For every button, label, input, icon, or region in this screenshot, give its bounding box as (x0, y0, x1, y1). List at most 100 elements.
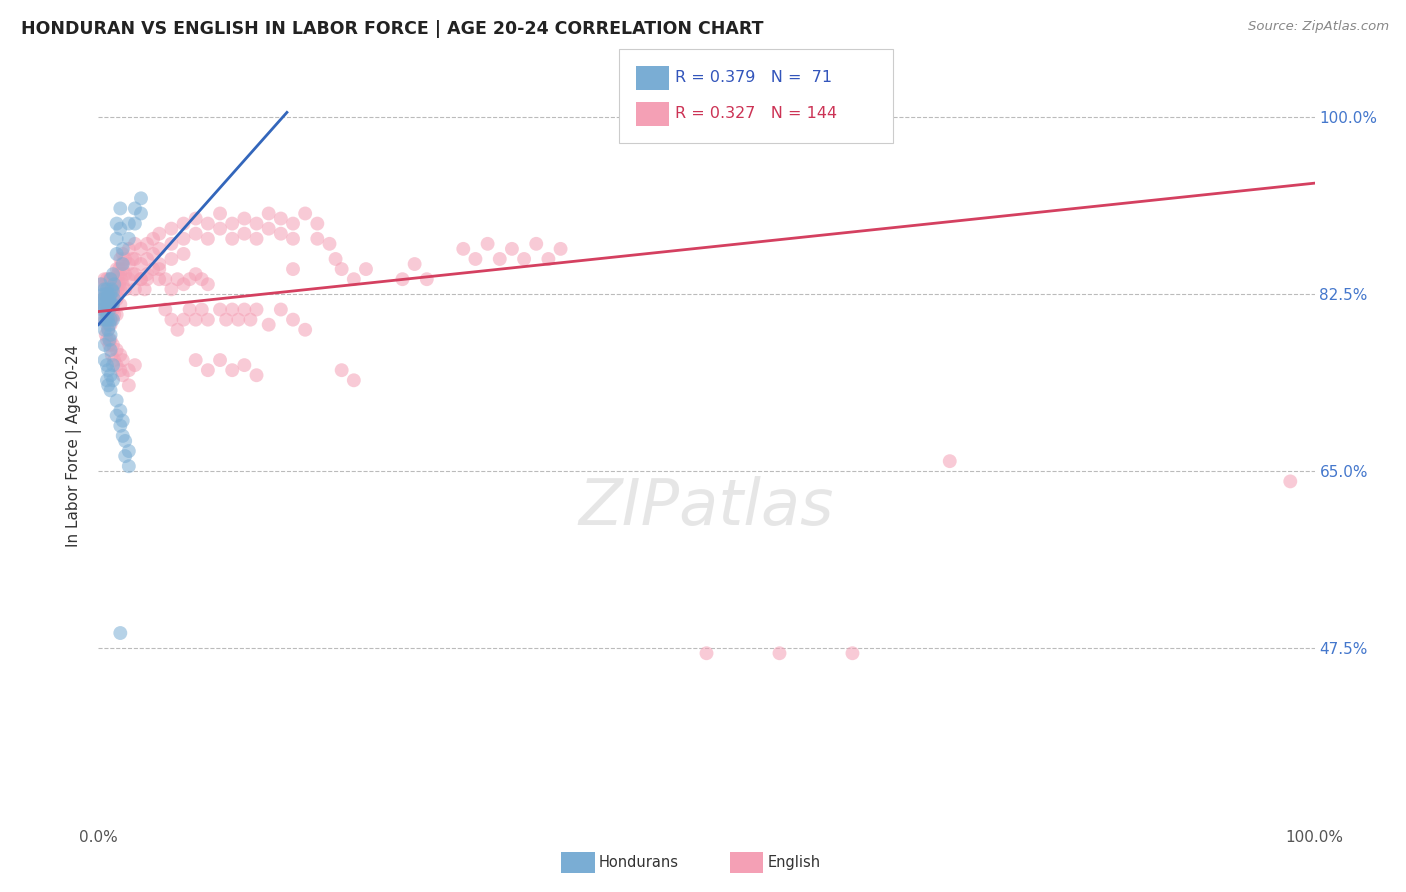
Point (221, 302, 243, 317)
Point (91, 293, 114, 307)
Point (101, 293, 124, 307)
Point (270, 302, 292, 317)
Point (226, 312, 249, 326)
Point (142, 232, 165, 246)
Point (100, 297, 122, 311)
Point (93, 353, 115, 368)
Point (197, 232, 219, 246)
Point (94, 287, 117, 301)
Point (118, 459, 141, 474)
Point (111, 414, 134, 428)
Point (233, 302, 256, 317)
Point (110, 626, 132, 640)
Point (91, 277, 114, 292)
Point (100, 318, 122, 332)
Point (93, 338, 115, 352)
Point (110, 282, 132, 296)
Point (100, 272, 122, 286)
Point (96, 358, 118, 372)
Point (129, 272, 152, 286)
Point (160, 221, 183, 235)
Point (294, 206, 316, 220)
Point (98, 302, 121, 317)
Text: English: English (768, 855, 821, 870)
Point (129, 272, 152, 286)
Point (209, 302, 232, 317)
Point (307, 217, 329, 231)
Point (100, 272, 122, 286)
Point (97, 287, 120, 301)
Point (110, 257, 132, 271)
Point (98, 333, 121, 347)
Point (118, 378, 141, 392)
Point (768, 646, 790, 660)
Point (197, 312, 219, 326)
Point (96, 373, 118, 387)
Point (221, 217, 243, 231)
Point (93, 312, 115, 326)
Point (110, 202, 132, 216)
Point (245, 368, 267, 383)
Point (91, 287, 114, 301)
Point (110, 363, 132, 377)
Point (142, 262, 165, 277)
Point (110, 252, 132, 266)
Point (101, 285, 124, 299)
Point (166, 323, 188, 337)
Point (221, 232, 243, 246)
Point (94, 277, 117, 292)
Point (101, 373, 124, 387)
Point (93, 293, 115, 307)
Point (97, 312, 120, 326)
Point (173, 247, 195, 261)
Point (101, 297, 124, 311)
Point (100, 327, 122, 342)
Point (98, 293, 121, 307)
Point (105, 409, 128, 423)
Point (101, 348, 124, 362)
Point (550, 242, 572, 256)
Point (281, 217, 304, 231)
Point (111, 242, 134, 256)
Point (197, 277, 219, 292)
Point (110, 221, 132, 235)
Point (184, 312, 207, 326)
Point (281, 262, 304, 277)
Point (136, 236, 159, 251)
Point (696, 646, 718, 660)
Point (148, 272, 170, 286)
Point (173, 312, 195, 326)
Point (155, 272, 177, 286)
Point (93, 302, 115, 317)
Point (160, 252, 183, 266)
Point (136, 252, 159, 266)
Point (184, 227, 207, 241)
Point (103, 277, 125, 292)
Point (101, 312, 124, 326)
Point (330, 262, 353, 277)
Point (325, 252, 347, 266)
Point (98, 302, 121, 317)
Point (96, 302, 118, 317)
Point (233, 358, 256, 372)
Point (108, 262, 131, 277)
Point (100, 343, 122, 357)
Point (97, 378, 120, 392)
Point (939, 454, 962, 468)
Point (841, 646, 863, 660)
Point (101, 267, 124, 281)
Point (160, 282, 183, 296)
Text: Hondurans: Hondurans (599, 855, 679, 870)
Point (110, 267, 132, 281)
Point (93, 272, 115, 286)
Point (173, 217, 195, 231)
Point (179, 302, 201, 317)
Point (101, 272, 124, 286)
Point (96, 302, 118, 317)
Point (142, 247, 165, 261)
Point (221, 363, 243, 377)
Point (245, 302, 267, 317)
Point (100, 287, 122, 301)
Point (173, 232, 195, 246)
Point (121, 267, 143, 281)
